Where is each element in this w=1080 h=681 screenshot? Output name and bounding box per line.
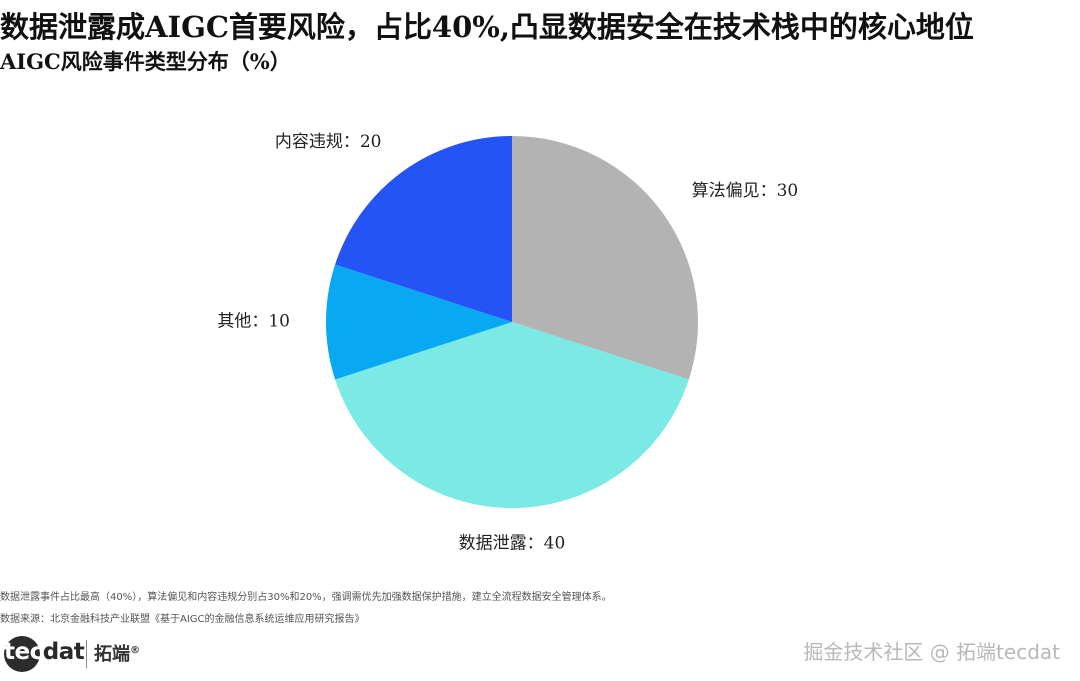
pie-label-3: 内容违规：20	[275, 132, 382, 152]
pie-label-1: 数据泄露：40	[459, 534, 566, 554]
pie-slice-1	[335, 322, 689, 508]
pie-label-2: 其他：10	[217, 312, 290, 332]
pie-slice-0	[512, 136, 698, 380]
pie-chart: 算法偏见：30 数据泄露：40 其他：10 内容违规：20	[217, 132, 799, 554]
pie-slice-2	[326, 264, 512, 380]
chart-title: 数据泄露成AIGC首要风险，占比40%,凸显数据安全在技术栈中的核心地位	[0, 10, 974, 44]
chart-note: 数据泄露事件占比最高（40%），算法偏见和内容违规分别占30%和20%，强调需优…	[0, 592, 612, 603]
logo-divider	[86, 640, 87, 668]
chart-source: 数据来源：北京金融科技产业联盟《基于AIGC的金融信息系统运维应用研究报告》	[0, 614, 365, 625]
pie-label-0: 算法偏见：30	[692, 181, 799, 201]
logo-wordmark: tecdat	[4, 639, 85, 665]
chart-subtitle: AIGC风险事件类型分布（%）	[0, 49, 291, 74]
logo-circle-icon	[4, 636, 40, 672]
logo-chinese-name: 拓端®	[94, 644, 140, 665]
watermark: 掘金技术社区 @ 拓端tecdat	[803, 640, 1060, 664]
pie-slice-3	[335, 136, 512, 322]
tecdat-logo: tecdat 拓端®	[0, 634, 260, 674]
